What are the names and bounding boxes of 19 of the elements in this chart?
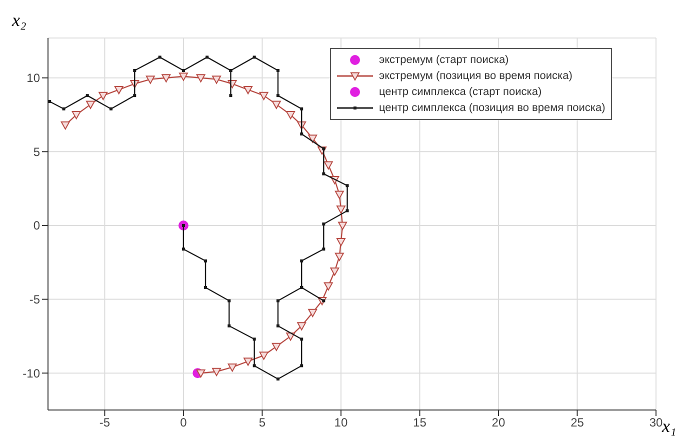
legend-label: центр симплекса (позиция во время поиска)	[379, 102, 606, 114]
x-tick-label: 30	[649, 416, 663, 430]
legend-label: центр симплекса (старт поиска)	[379, 86, 542, 98]
x-tick-label: 15	[413, 416, 427, 430]
y-tick-label: 5	[33, 144, 40, 159]
y-tick-label: -5	[29, 292, 40, 307]
legend-label: экстремум (старт поиска)	[379, 54, 509, 66]
y-tick-label: -10	[22, 366, 40, 380]
x-axis-title: x₁	[661, 416, 676, 436]
x-tick-label: 5	[258, 416, 266, 430]
legend-label: экстремум (позиция во время поиска)	[379, 70, 572, 82]
y-tick-label: 0	[33, 218, 40, 233]
y-axis-title: x₂	[11, 10, 26, 30]
x-tick-label: 25	[570, 416, 584, 430]
x-tick-label: 0	[180, 416, 188, 430]
x-tick-label: -5	[99, 416, 110, 430]
x-tick-label: 10	[334, 416, 348, 430]
y-tick-label: 10	[26, 71, 40, 86]
x-tick-label: 20	[492, 416, 506, 430]
